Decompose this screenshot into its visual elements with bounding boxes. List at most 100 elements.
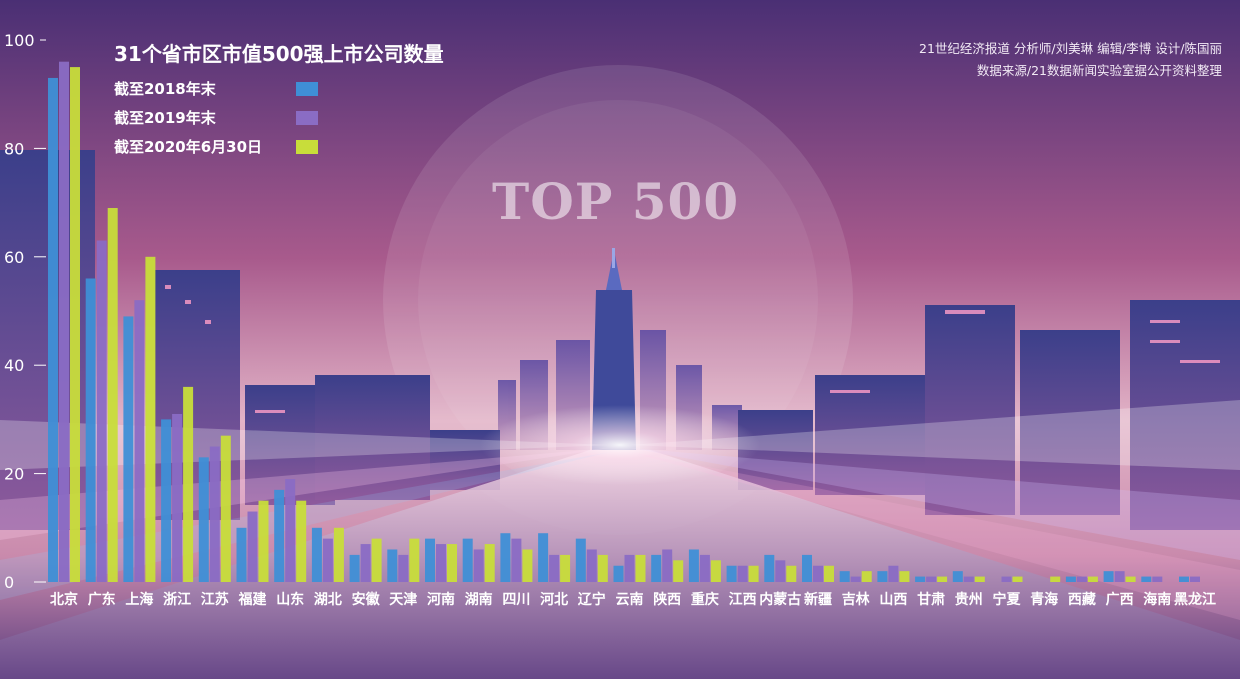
x-tick-label: 江西 — [729, 591, 757, 608]
bar-广东-0 — [85, 278, 96, 582]
bar-江苏-2 — [220, 435, 231, 582]
bar-山东-0 — [274, 489, 285, 582]
bar-山西-1 — [888, 565, 899, 582]
legend-label-2018: 截至2018年末 — [114, 80, 216, 98]
x-tick-label: 广东 — [88, 591, 116, 608]
legend-swatch-2019 — [296, 111, 318, 125]
bars — [48, 61, 1200, 583]
x-tick-label: 辽宁 — [578, 591, 606, 608]
bar-山西-0 — [877, 571, 888, 582]
legend-label-2019: 截至2019年末 — [114, 109, 216, 127]
x-tick-label: 贵州 — [955, 591, 983, 608]
bar-吉林-0 — [839, 571, 850, 582]
bar-北京-2 — [70, 67, 80, 583]
bar-新疆-0 — [802, 554, 812, 582]
bar-天津-1 — [398, 554, 409, 582]
bar-河北-1 — [549, 554, 560, 582]
bar-浙江-0 — [161, 419, 172, 582]
bar-新疆-2 — [824, 565, 834, 582]
bar-甘肃-2 — [937, 576, 948, 582]
credits-line: 21世纪经济报道 分析师/刘美琳 编辑/李博 设计/陈国丽 — [919, 41, 1222, 56]
x-tick-label: 新疆 — [804, 591, 832, 608]
top500-watermark: TOP 500 — [492, 172, 740, 231]
x-tick-label: 安徽 — [352, 591, 381, 608]
bar-山东-2 — [296, 500, 307, 582]
bar-四川-0 — [500, 533, 511, 582]
bar-四川-2 — [522, 549, 533, 582]
bar-四川-1 — [511, 538, 522, 582]
bar-广东-1 — [96, 240, 107, 583]
bar-宁夏-2 — [1012, 576, 1023, 582]
bar-安徽-1 — [360, 544, 371, 582]
x-tick-label: 福建 — [238, 591, 267, 608]
bar-黑龙江-0 — [1179, 576, 1189, 582]
x-tick-label: 湖北 — [314, 592, 342, 608]
bar-安徽-0 — [349, 554, 360, 582]
y-tick-label: 0 — [4, 573, 14, 592]
y-tick-label: 20 — [4, 465, 24, 484]
bar-云南-1 — [624, 554, 635, 582]
bar-福建-0 — [236, 527, 247, 582]
x-tick-label: 云南 — [616, 591, 644, 608]
bar-河南-1 — [436, 544, 446, 582]
y-tick-label: 40 — [4, 356, 24, 375]
bar-浙江-1 — [172, 413, 183, 582]
bar-河北-0 — [538, 533, 549, 582]
x-tick-label: 内蒙古 — [759, 591, 801, 608]
bar-湖南-2 — [484, 544, 495, 582]
bar-重庆-1 — [699, 554, 710, 582]
bar-新疆-1 — [813, 565, 823, 582]
bar-云南-2 — [635, 554, 646, 582]
y-tick-label: 60 — [4, 248, 24, 267]
x-tick-label: 浙江 — [163, 591, 191, 608]
bar-贵州-0 — [952, 571, 963, 582]
bar-湖北-2 — [333, 527, 344, 582]
legend-swatch-2018 — [296, 82, 318, 96]
bar-贵州-2 — [974, 576, 985, 582]
bar-河北-2 — [560, 554, 571, 582]
data-source-line: 数据来源/21数据新闻实验室据公开资料整理 — [976, 63, 1222, 78]
bar-辽宁-2 — [597, 554, 608, 582]
bar-黑龙江-1 — [1190, 576, 1200, 582]
legend-swatch-2020 — [296, 140, 318, 154]
x-tick-label: 陕西 — [653, 591, 681, 608]
bar-青海-2 — [1050, 576, 1061, 582]
bar-内蒙古-2 — [786, 565, 797, 582]
x-tick-label: 北京 — [50, 591, 78, 608]
bar-广西-1 — [1114, 571, 1125, 582]
x-tick-label: 重庆 — [691, 591, 719, 608]
x-tick-label: 天津 — [389, 591, 417, 608]
x-tick-label: 上海 — [125, 591, 153, 608]
x-tick-label: 黑龙江 — [1174, 591, 1216, 608]
x-tick-label: 湖南 — [465, 591, 493, 608]
bar-甘肃-0 — [915, 576, 926, 582]
bar-海南-0 — [1141, 576, 1152, 582]
bar-福建-1 — [247, 511, 258, 582]
bar-河南-2 — [447, 544, 457, 582]
x-tick-label: 甘肃 — [917, 591, 945, 608]
bar-海南-1 — [1152, 576, 1163, 582]
bar-安徽-2 — [371, 538, 382, 582]
bar-陕西-0 — [651, 554, 662, 582]
bar-江苏-0 — [198, 457, 209, 582]
y-tick-label: 100 — [4, 31, 35, 50]
bar-北京-0 — [48, 77, 58, 582]
bar-湖北-1 — [322, 538, 333, 582]
bar-吉林-2 — [861, 571, 872, 582]
bar-陕西-2 — [673, 560, 684, 582]
bar-广西-2 — [1125, 576, 1136, 582]
x-tick-label: 四川 — [502, 592, 530, 608]
bar-重庆-2 — [710, 560, 721, 582]
bar-湖北-0 — [311, 527, 322, 582]
bar-江西-1 — [737, 565, 748, 582]
bar-天津-2 — [409, 538, 420, 582]
bar-上海-1 — [134, 300, 145, 582]
bar-西藏-0 — [1065, 576, 1076, 582]
x-tick-label: 宁夏 — [993, 591, 1022, 608]
bar-上海-2 — [145, 256, 156, 582]
y-axis: 0 20 40 60 80 100 — [4, 31, 46, 592]
legend-label-2020: 截至2020年6月30日 — [114, 138, 263, 156]
bar-广西-0 — [1103, 571, 1114, 582]
